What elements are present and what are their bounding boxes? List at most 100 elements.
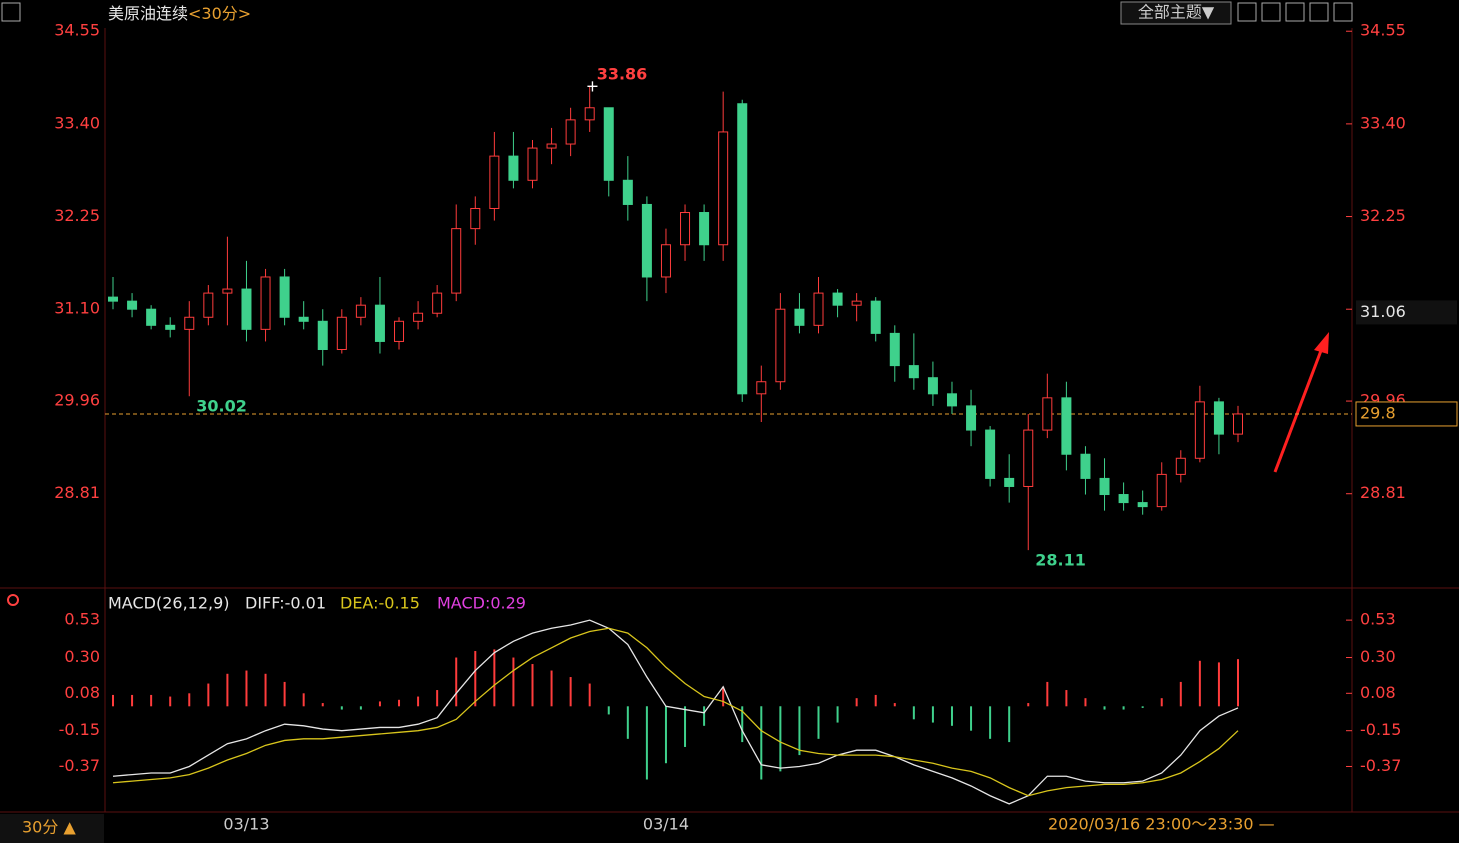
candle-body	[622, 179, 633, 205]
macd-title: MACD(26,12,9)	[108, 594, 230, 613]
candle-body	[336, 316, 347, 350]
y-tick-label: 34.55	[54, 21, 100, 40]
candle-body	[279, 276, 290, 318]
low-label: 28.11	[1035, 551, 1086, 570]
candle-body	[565, 119, 576, 145]
candle-body	[374, 304, 385, 342]
macd-tick-label-right: 0.08	[1360, 683, 1396, 702]
candle-body	[1233, 413, 1243, 435]
macd-tick-label-right: -0.37	[1360, 756, 1401, 775]
y-tick-label: 31.10	[54, 299, 100, 318]
diff-line	[112, 619, 1239, 805]
last-price-box	[1355, 401, 1458, 427]
theme-button[interactable]	[1120, 1, 1232, 25]
x-tick-label: 03/14	[643, 815, 689, 834]
candle-body	[985, 429, 996, 479]
candle-body	[108, 296, 118, 302]
candle-body	[1042, 397, 1053, 431]
chart-title: 美原油连续<30分>	[108, 4, 251, 23]
annotation-arrow	[1273, 347, 1324, 473]
candle-body	[1156, 473, 1167, 508]
candle-body	[870, 300, 881, 334]
macd-tick-label: -0.37	[59, 756, 100, 775]
candle-body	[603, 107, 614, 181]
candle-body	[241, 288, 252, 330]
candle-body	[1061, 397, 1072, 455]
candle-body	[584, 107, 595, 121]
candle-body	[451, 228, 462, 294]
candle-body	[832, 292, 843, 306]
macd-tick-label: 0.53	[64, 610, 100, 629]
arrow-head	[1314, 332, 1329, 354]
candle-body	[1213, 401, 1224, 435]
y-tick-label-right: 28.81	[1360, 483, 1406, 502]
candle-body	[946, 393, 957, 407]
candle-body	[355, 304, 366, 318]
candle-body	[889, 332, 900, 367]
high-marker: +	[586, 76, 599, 95]
candle-body	[184, 316, 195, 330]
y-tick-label-right: 32.25	[1360, 206, 1406, 225]
candle-body	[146, 308, 157, 326]
candle-body	[660, 244, 671, 278]
candle-body	[470, 207, 481, 230]
interval-button[interactable]	[0, 814, 104, 843]
candle-body	[966, 405, 977, 431]
macd-legend: MACD:0.29	[437, 594, 526, 613]
candle-body	[1080, 453, 1091, 479]
last-price-label: 29.8	[1360, 403, 1396, 422]
candle-body	[1137, 502, 1148, 508]
y-tick-label: 33.40	[54, 113, 100, 132]
theme-button-label: 全部主题▼	[1138, 3, 1215, 22]
candle-body	[527, 147, 538, 181]
dea-legend: DEA:-0.15	[340, 594, 420, 613]
time-range: 2020/03/16 23:00～23:30 —	[1048, 815, 1275, 834]
candle-body	[260, 276, 271, 330]
candle-body	[756, 381, 767, 395]
y-tick-label: 32.25	[54, 206, 100, 225]
low-label: 30.02	[196, 397, 247, 416]
high-label: 33.86	[597, 64, 648, 83]
x-tick-label: 03/13	[223, 815, 269, 834]
candle-body	[699, 212, 710, 246]
y-tick-label-right: 34.55	[1360, 21, 1406, 40]
candle-body	[394, 320, 405, 342]
diff-legend: DIFF:-0.01	[245, 594, 326, 613]
candle-body	[680, 212, 691, 246]
candle-body	[203, 292, 214, 318]
interval-label: 30分 ▲	[22, 818, 76, 837]
macd-tick-label: 0.30	[64, 647, 100, 666]
candle-body	[908, 365, 919, 379]
candle-body	[775, 308, 786, 383]
toolbar-icons[interactable]	[1237, 2, 1353, 22]
candle-body	[1023, 429, 1034, 487]
candle-body	[317, 320, 328, 350]
y-tick-label: 29.96	[54, 391, 100, 410]
macd-tick-label-right: 0.53	[1360, 610, 1396, 629]
candle-body	[1194, 401, 1205, 459]
candle-body	[813, 292, 824, 326]
candle-body	[737, 103, 748, 395]
candle-body	[718, 131, 729, 246]
candle-body	[413, 312, 424, 322]
candle-body	[1099, 477, 1110, 496]
cursor-price-label: 31.06	[1360, 302, 1406, 321]
candle-body	[641, 203, 652, 278]
macd-tick-label: 0.08	[64, 683, 100, 702]
candle-body	[222, 288, 233, 294]
candle-body	[298, 316, 309, 322]
macd-tick-label-right: -0.15	[1360, 720, 1401, 739]
candle-body	[794, 308, 805, 326]
macd-tick-label-right: 0.30	[1360, 647, 1396, 666]
candle-body	[165, 324, 176, 330]
candle-body	[432, 292, 443, 314]
dea-line	[112, 627, 1239, 797]
candle-body	[546, 143, 557, 149]
y-tick-label-right: 33.40	[1360, 113, 1406, 132]
indicator-icon[interactable]	[7, 594, 19, 606]
candle-body	[1118, 494, 1129, 504]
menu-icon[interactable]	[1, 2, 21, 22]
candle-body	[851, 300, 862, 306]
candle-body	[1004, 477, 1015, 487]
